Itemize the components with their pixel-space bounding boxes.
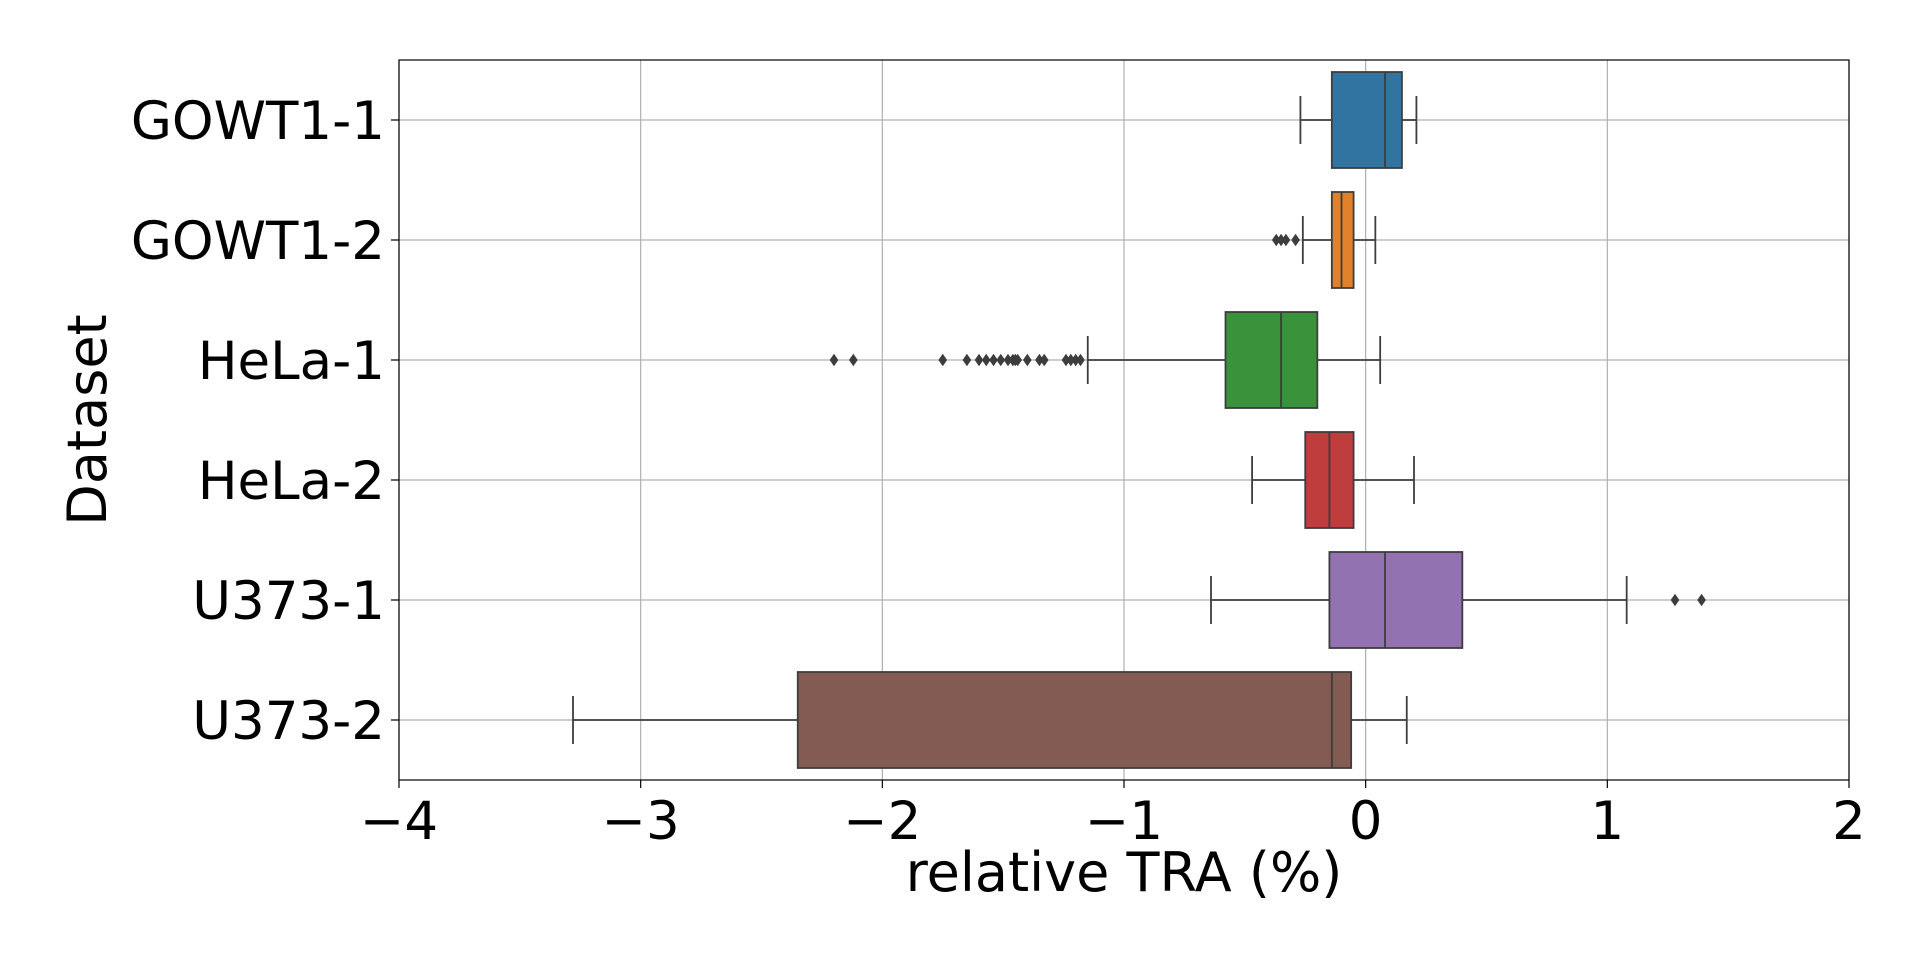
outlier-point (848, 353, 858, 367)
outlier-point (938, 353, 948, 367)
x-tick-label: 2 (1832, 791, 1866, 852)
box-hela-1 (829, 311, 1382, 409)
outlier-point (829, 353, 839, 367)
x-tick-label: 0 (1349, 791, 1383, 852)
box-gowt1-1 (1299, 71, 1418, 169)
y-axis-title: Dataset (56, 314, 119, 525)
box-u373-1 (1210, 551, 1706, 649)
x-tick-label: 1 (1590, 791, 1624, 852)
box-series (572, 71, 1706, 769)
x-tick-label: −3 (602, 791, 680, 852)
box-iqr (1224, 311, 1319, 409)
x-axis-ticks: −4 −3 −2 −1 0 1 2 (360, 780, 1866, 852)
x-axis-title: relative TRA (%) (906, 841, 1343, 904)
outlier-point (974, 353, 984, 367)
box-gowt1-2 (1271, 191, 1377, 289)
box-hela-2 (1251, 431, 1415, 529)
outlier-point (1281, 233, 1291, 247)
box-iqr (796, 671, 1353, 769)
y-axis-ticks: GOWT1-1 GOWT1-2 HeLa-1 HeLa-2 U373-1 U373-2 (131, 91, 399, 752)
outlier-point (989, 353, 998, 367)
box-u373-2 (572, 671, 1408, 769)
x-tick-label: −1 (1085, 791, 1163, 852)
y-tick-label: U373-2 (192, 691, 385, 752)
box-iqr (1330, 191, 1355, 289)
outlier-point (1291, 233, 1300, 247)
outlier-point (981, 353, 991, 367)
outlier-point (1022, 353, 1032, 367)
x-tick-label: −4 (360, 791, 438, 852)
outlier-point (1013, 353, 1023, 367)
outlier-point (1076, 353, 1085, 367)
box-iqr (1328, 551, 1464, 649)
y-tick-label: GOWT1-2 (131, 211, 385, 272)
x-tick-label: −2 (843, 791, 921, 852)
outlier-point (1039, 353, 1049, 367)
y-tick-label: HeLa-2 (198, 451, 385, 512)
outlier-point (996, 353, 1006, 367)
outlier-point (1697, 593, 1706, 607)
y-tick-label: GOWT1-1 (131, 91, 385, 152)
outlier-point (962, 353, 972, 367)
y-tick-label: U373-1 (192, 571, 385, 632)
outlier-point (1670, 593, 1680, 607)
box-iqr (1330, 71, 1403, 169)
y-tick-label: HeLa-1 (198, 331, 385, 392)
